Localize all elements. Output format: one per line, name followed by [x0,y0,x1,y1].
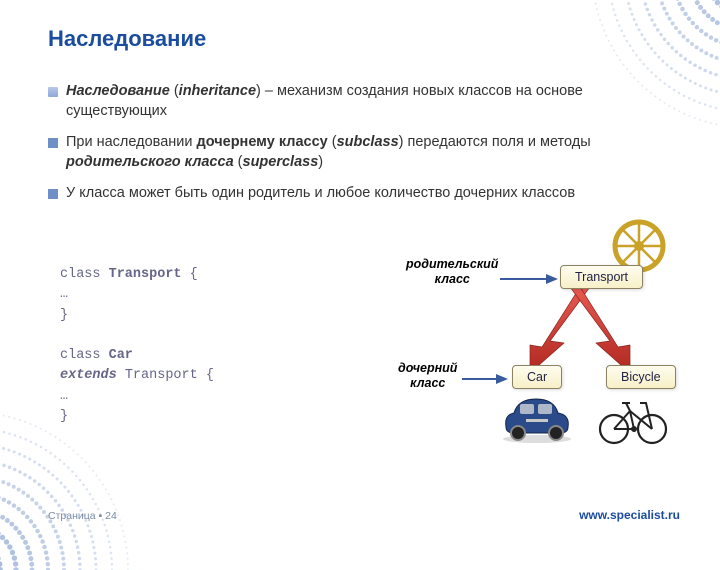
node-bicycle: Bicycle [606,365,676,389]
bullet-marker-icon [48,189,58,199]
code-line: … [60,387,214,407]
bullet-marker-icon [48,87,58,97]
parent-class-label: родительскийкласс [406,257,498,287]
inheritance-diagram: родительскийкласс дочернийкласс Transpor… [370,225,690,485]
inheritance-arrows [490,285,670,375]
code-line [60,326,214,346]
node-transport: Transport [560,265,643,289]
code-line: class Car [60,346,214,366]
bicycle-icon [594,393,672,445]
bullet-text: Наследование (inheritance) – механизм со… [66,82,680,121]
code-line: class Transport { [60,265,214,285]
page-title: Наследование [48,26,206,52]
bullet-text: При наследовании дочернему классу (subcl… [66,133,680,172]
footer-site: www.specialist.ru [579,508,680,522]
bullet-item: При наследовании дочернему классу (subcl… [48,133,680,172]
code-line: … [60,285,214,305]
bullet-list: Наследование (inheritance) – механизм со… [48,82,680,216]
code-line: } [60,306,214,326]
code-line: } [60,407,214,427]
label-arrow-child [462,371,510,387]
label-arrow-parent [500,271,560,287]
code-block: class Transport { …} class Car extends T… [60,265,214,427]
child-class-label: дочернийкласс [398,361,457,391]
bullet-marker-icon [48,138,58,148]
bullet-item: Наследование (inheritance) – механизм со… [48,82,680,121]
node-car: Car [512,365,562,389]
page-number: Страница ▪ 24 [48,510,117,522]
code-line: extends Transport { [60,366,214,386]
car-icon [498,393,576,445]
bullet-text: У класса может быть один родитель и любо… [66,184,680,204]
bullet-item: У класса может быть один родитель и любо… [48,184,680,204]
